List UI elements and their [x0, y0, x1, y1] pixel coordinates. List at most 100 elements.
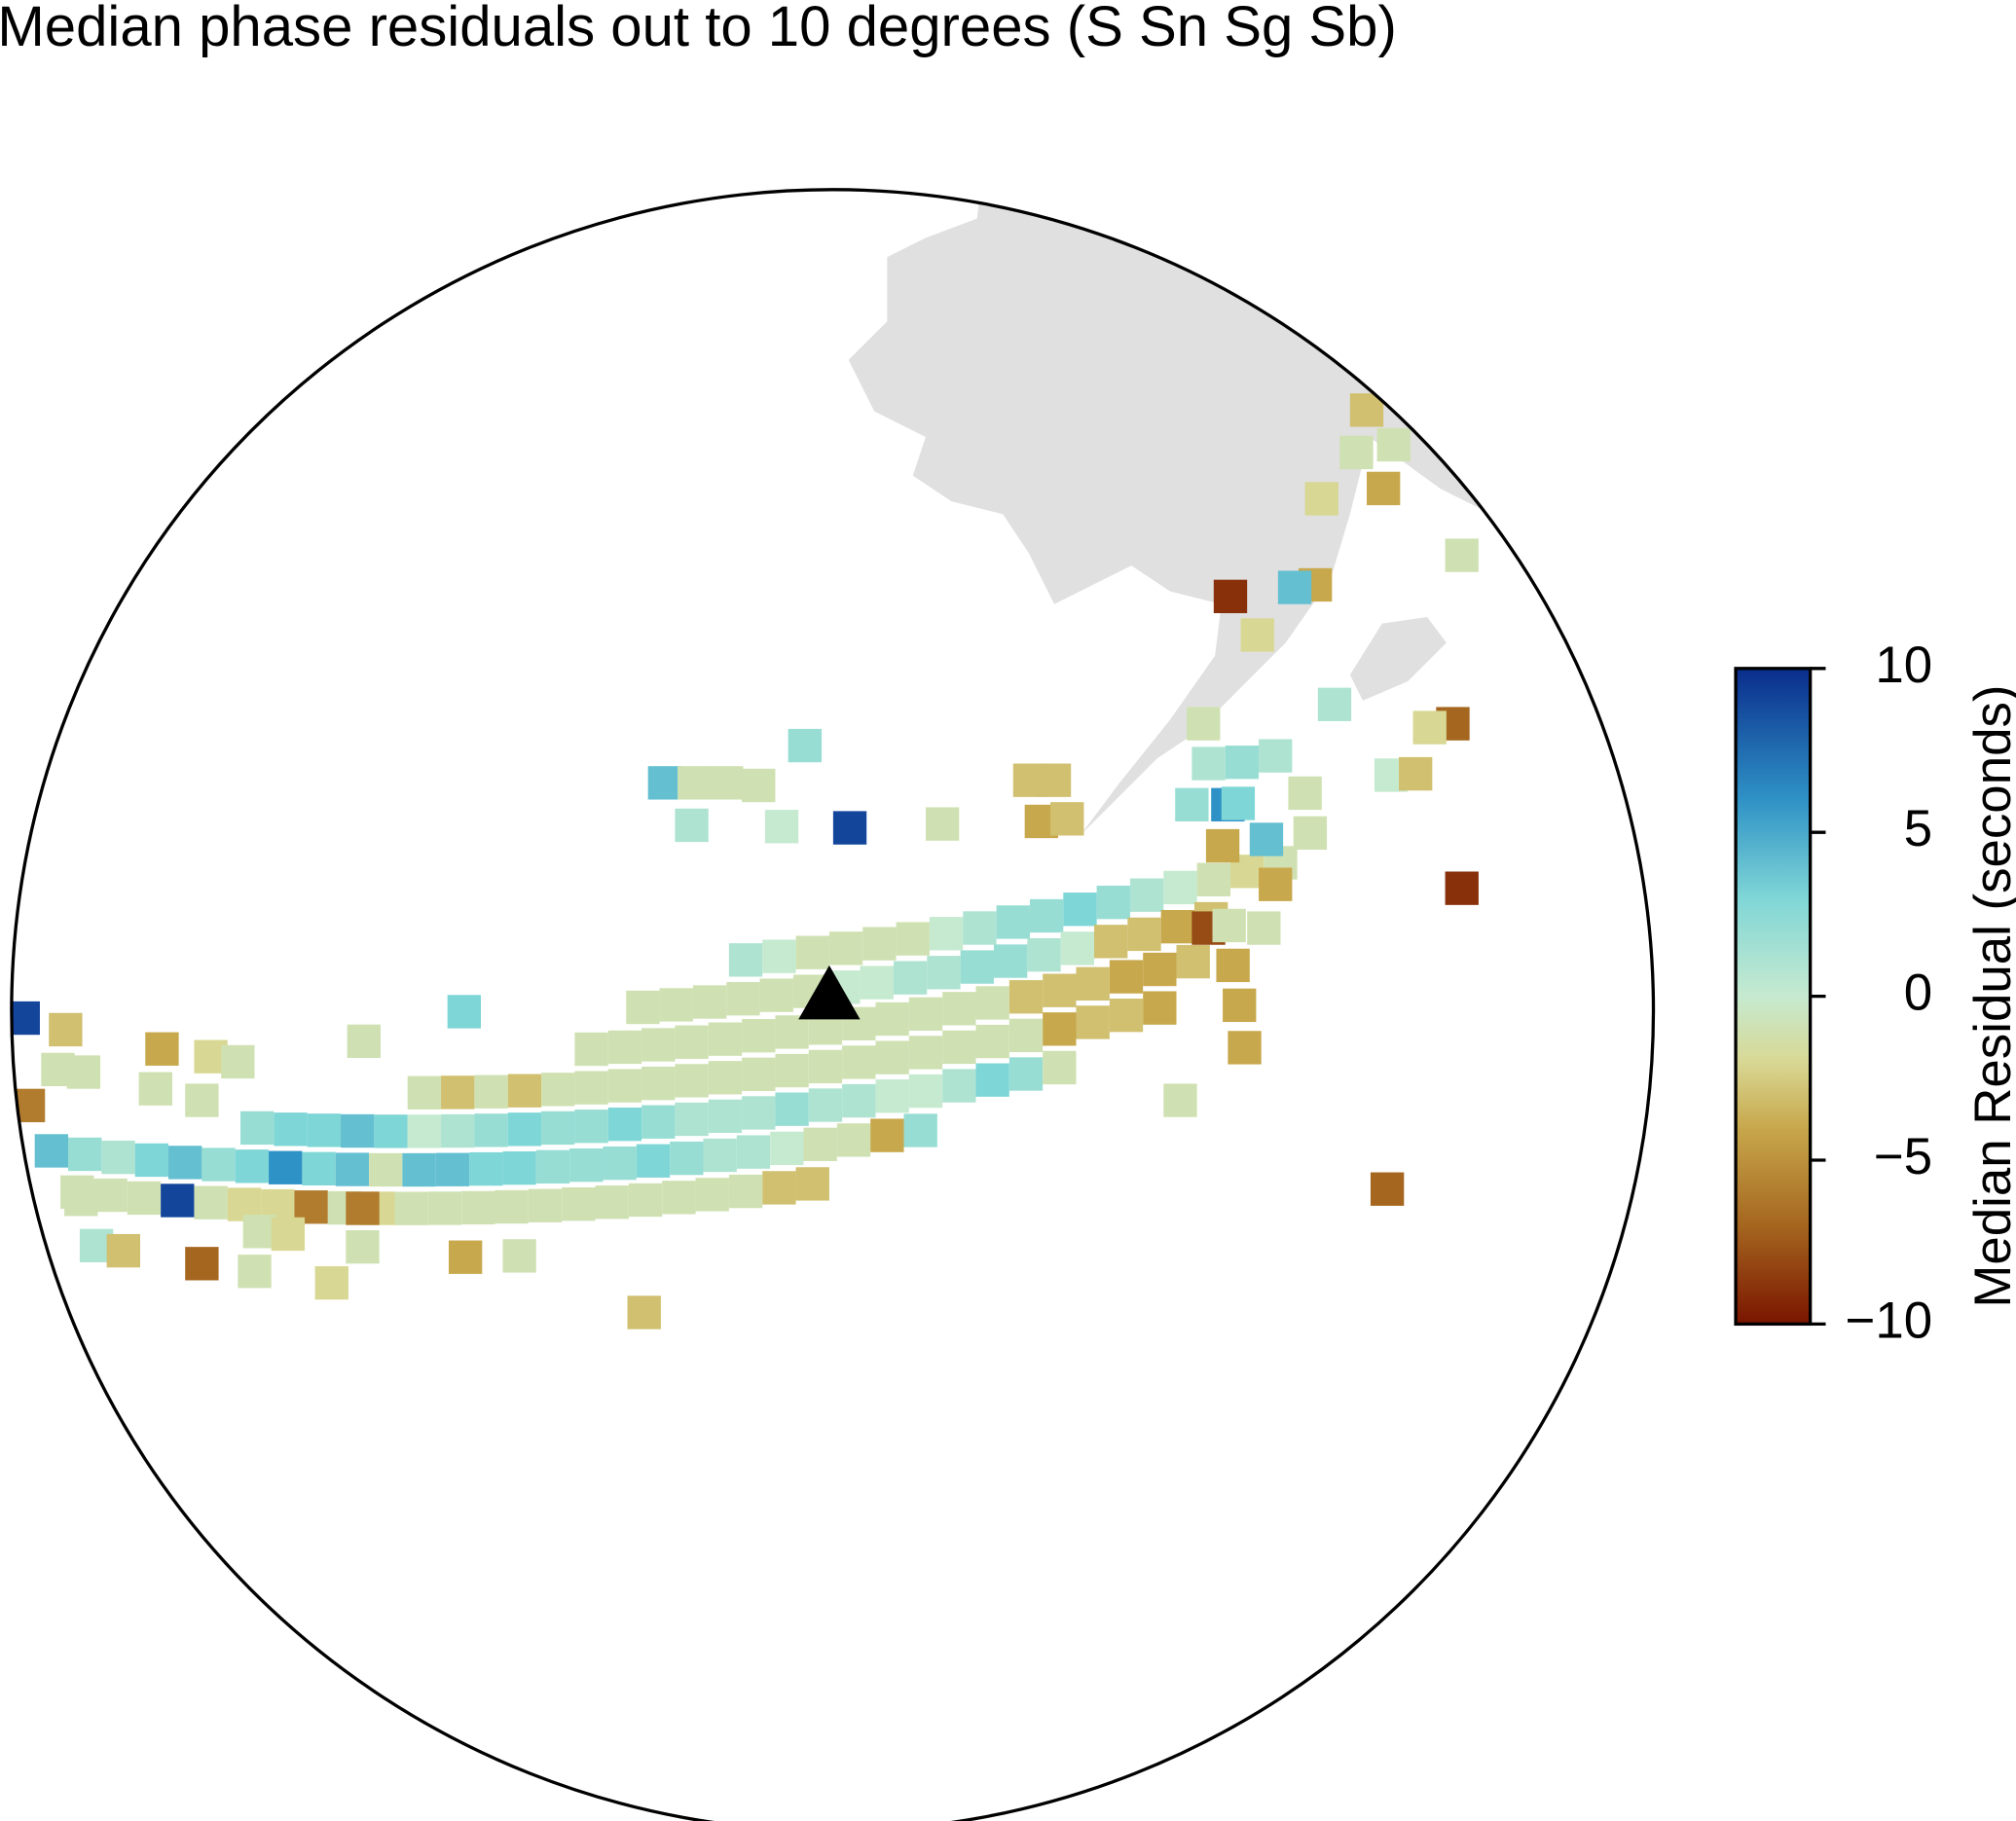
residual-cell: [34, 1134, 69, 1168]
residual-cell: [127, 1181, 162, 1216]
map-area: [11, 189, 1543, 1329]
residual-cell: [541, 1073, 575, 1107]
residual-cell: [1163, 1083, 1197, 1117]
residual-cell: [908, 1036, 943, 1070]
residual-cell: [842, 1045, 876, 1079]
residual-cells: [11, 393, 1479, 1329]
residual-cell: [836, 1123, 871, 1157]
residual-cell: [942, 1069, 976, 1103]
residual-cell: [862, 927, 897, 961]
residual-cell: [194, 1185, 228, 1220]
residual-cell: [507, 1112, 542, 1147]
residual-cell: [662, 1181, 696, 1215]
residual-cell: [762, 939, 796, 973]
residual-cell: [562, 1187, 596, 1221]
residual-cell: [574, 1032, 608, 1067]
residual-cell: [675, 1064, 709, 1098]
residual-cell: [1288, 776, 1322, 811]
residual-cell: [1445, 871, 1479, 905]
residual-cell: [1277, 570, 1312, 604]
residual-cell: [1127, 917, 1161, 952]
residual-cell: [64, 1183, 98, 1217]
residual-cell: [448, 1240, 483, 1274]
residual-cell: [908, 997, 943, 1031]
residual-cell: [238, 1255, 272, 1289]
residual-cell: [710, 766, 744, 800]
residual-cell: [535, 1149, 570, 1184]
residual-cell: [307, 1113, 342, 1147]
residual-cell: [1223, 988, 1257, 1023]
colorbar-tick-label: −5: [1874, 1128, 1932, 1185]
residual-cell: [1109, 960, 1144, 994]
residual-cell: [1129, 878, 1164, 912]
residual-cell: [407, 1114, 442, 1148]
residual-cell: [346, 1229, 380, 1264]
residual-cell: [1008, 1057, 1044, 1091]
residual-cell: [302, 1151, 336, 1185]
residual-cell: [647, 766, 682, 800]
residual-cell: [185, 1247, 219, 1281]
residual-cell: [996, 905, 1030, 939]
residual-cell: [803, 1127, 837, 1161]
residual-cell: [1216, 948, 1250, 983]
residual-cell: [1176, 944, 1210, 979]
residual-cell: [66, 1055, 101, 1089]
residual-cell: [1249, 822, 1284, 856]
residual-cell: [975, 986, 1009, 1020]
residual-cell: [728, 943, 763, 977]
residual-cell: [1317, 687, 1352, 721]
residual-cell: [728, 1174, 763, 1209]
residual-cell: [788, 728, 822, 763]
residual-cell: [106, 1233, 140, 1268]
residual-cell: [762, 1171, 796, 1205]
residual-cell: [145, 1032, 179, 1066]
residual-cell: [636, 1144, 671, 1178]
residual-cell: [1143, 991, 1177, 1025]
residual-cell: [407, 1075, 442, 1110]
residual-cell: [764, 810, 799, 844]
residual-cell: [1043, 1012, 1077, 1046]
residual-cell: [1093, 925, 1128, 959]
residual-cell: [274, 1112, 308, 1147]
residual-cell: [903, 1113, 937, 1147]
residual-cell: [860, 965, 894, 1000]
residual-cell: [347, 1024, 381, 1058]
residual-cell: [659, 988, 693, 1022]
residual-cell: [369, 1152, 403, 1187]
residual-cell: [11, 1001, 40, 1036]
residual-cell: [742, 1057, 776, 1091]
residual-cell: [1225, 746, 1260, 780]
residual-cell: [708, 1061, 743, 1095]
residual-cell: [1008, 1018, 1044, 1053]
residual-cell: [775, 1015, 809, 1049]
residual-cell: [1060, 931, 1094, 965]
residual-cell: [627, 1295, 661, 1329]
residual-cell: [1076, 1005, 1110, 1039]
residual-cell: [770, 1131, 804, 1166]
residual-cell: [1037, 763, 1072, 797]
residual-cell: [628, 1183, 663, 1218]
residual-cell: [1366, 471, 1401, 506]
residual-cell: [975, 1024, 1009, 1059]
residual-cell: [641, 1028, 676, 1062]
residual-cell: [1160, 909, 1195, 944]
residual-cell: [993, 944, 1028, 978]
residual-cell: [603, 1146, 637, 1181]
chart-title: Median phase residuals out to 10 degrees…: [0, 0, 1397, 58]
residual-cell: [469, 1151, 503, 1186]
residual-cell: [569, 1147, 604, 1183]
residual-cell: [1240, 618, 1274, 652]
residual-cell: [1175, 787, 1209, 821]
station-triangle: [798, 965, 861, 1020]
residual-cell: [775, 1092, 809, 1126]
residual-cell: [1027, 937, 1061, 972]
residual-cell: [314, 1265, 348, 1300]
residual-cell: [1399, 756, 1433, 791]
residual-cell: [202, 1147, 236, 1182]
residual-cell: [574, 1071, 608, 1105]
residual-cell: [1370, 1172, 1405, 1206]
residual-cell: [607, 1107, 642, 1142]
residual-cell: [341, 1113, 375, 1148]
residual-cell: [394, 1191, 428, 1225]
